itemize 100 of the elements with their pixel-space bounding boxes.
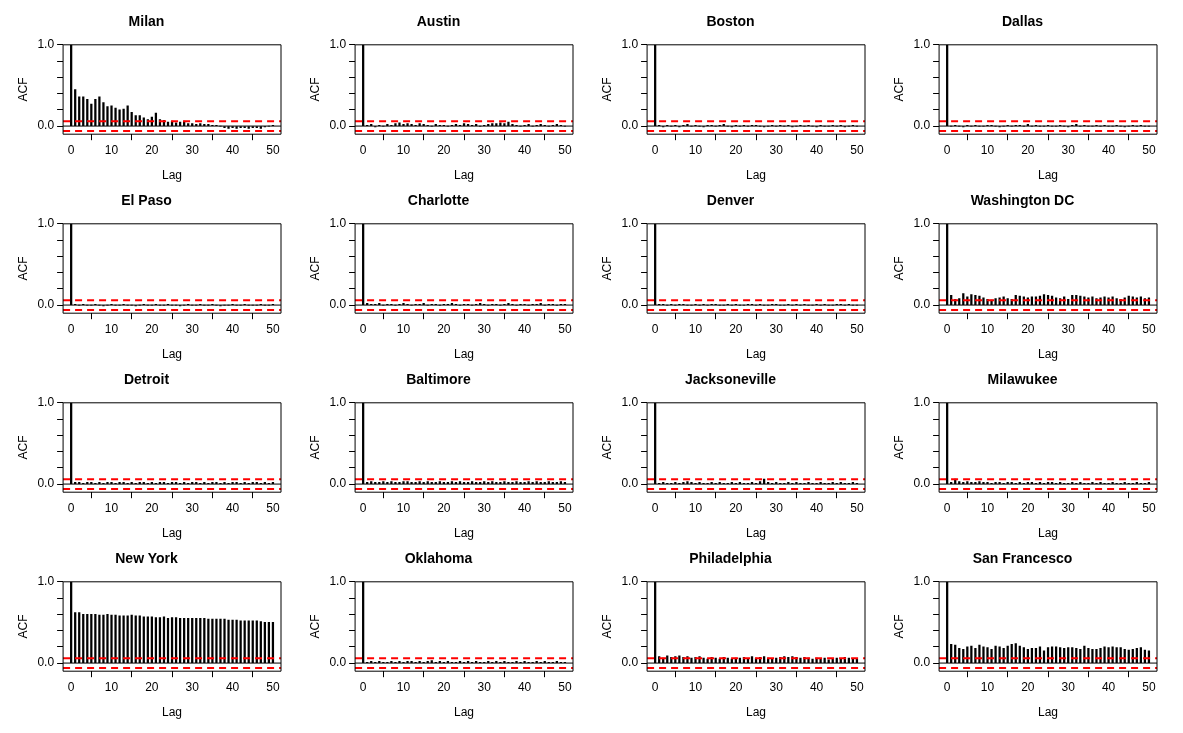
x-tick-label: 40 bbox=[517, 679, 532, 694]
y-tick-label: 1.0 bbox=[37, 216, 55, 231]
chart-title: Jacksoneville bbox=[684, 371, 777, 388]
y-tick-label: 1.0 bbox=[621, 37, 639, 52]
x-tick-label: 20 bbox=[145, 321, 159, 336]
y-tick-label: 0.0 bbox=[621, 476, 639, 491]
chart-title: New York bbox=[115, 550, 178, 567]
x-tick-label: 30 bbox=[185, 142, 200, 157]
chart-title: Dallas bbox=[1001, 13, 1044, 30]
x-tick-label: 30 bbox=[185, 500, 200, 515]
x-axis-title: Lag bbox=[746, 526, 767, 541]
x-tick-label: 30 bbox=[1061, 142, 1076, 157]
y-tick-label: 1.0 bbox=[621, 216, 639, 231]
chart-title: Boston bbox=[706, 13, 755, 30]
y-tick-label: 0.0 bbox=[37, 118, 55, 133]
y-axis-title: ACF bbox=[599, 77, 614, 102]
x-axis-title: Lag bbox=[454, 705, 475, 720]
x-tick-label: 50 bbox=[1142, 500, 1156, 515]
y-tick-label: 0.0 bbox=[621, 297, 639, 312]
x-tick-label: 0 bbox=[67, 321, 75, 336]
y-tick-label: 1.0 bbox=[621, 395, 639, 410]
y-axis-title: ACF bbox=[307, 77, 322, 102]
x-tick-label: 40 bbox=[225, 679, 240, 694]
chart-title: Philadelphia bbox=[689, 550, 772, 567]
x-tick-label: 40 bbox=[1101, 679, 1116, 694]
x-tick-label: 10 bbox=[104, 679, 119, 694]
chart-title: Austin bbox=[416, 13, 461, 30]
x-tick-label: 50 bbox=[558, 679, 572, 694]
y-tick-label: 0.0 bbox=[37, 655, 55, 670]
y-tick-label: 0.0 bbox=[329, 297, 347, 312]
y-tick-label: 0.0 bbox=[621, 118, 639, 133]
x-tick-label: 50 bbox=[850, 142, 864, 157]
x-tick-label: 40 bbox=[517, 321, 532, 336]
x-tick-label: 30 bbox=[1061, 321, 1076, 336]
chart-title: Milan bbox=[128, 13, 165, 30]
x-tick-label: 50 bbox=[558, 321, 572, 336]
y-tick-label: 1.0 bbox=[37, 37, 55, 52]
x-axis-title: Lag bbox=[746, 705, 767, 720]
x-tick-label: 40 bbox=[809, 142, 824, 157]
x-tick-label: 20 bbox=[1021, 679, 1035, 694]
x-tick-label: 40 bbox=[225, 321, 240, 336]
y-axis-title: ACF bbox=[891, 256, 906, 281]
y-tick-label: 1.0 bbox=[913, 574, 931, 589]
x-tick-label: 10 bbox=[980, 321, 995, 336]
x-axis-title: Lag bbox=[162, 526, 183, 541]
x-tick-label: 20 bbox=[437, 679, 451, 694]
x-axis-title: Lag bbox=[454, 347, 475, 362]
x-tick-label: 0 bbox=[359, 321, 367, 336]
x-axis-title: Lag bbox=[162, 705, 183, 720]
y-axis-title: ACF bbox=[599, 614, 614, 639]
y-tick-label: 0.0 bbox=[329, 476, 347, 491]
y-axis-title: ACF bbox=[15, 435, 30, 460]
x-axis-title: Lag bbox=[162, 168, 183, 183]
y-tick-label: 0.0 bbox=[329, 655, 347, 670]
x-tick-label: 10 bbox=[980, 500, 995, 515]
x-tick-label: 10 bbox=[688, 679, 703, 694]
y-axis-title: ACF bbox=[307, 256, 322, 281]
x-tick-label: 40 bbox=[517, 500, 532, 515]
y-tick-label: 1.0 bbox=[329, 574, 347, 589]
chart-title: San Francesco bbox=[972, 550, 1073, 567]
x-tick-label: 30 bbox=[477, 321, 492, 336]
x-tick-label: 20 bbox=[437, 500, 451, 515]
x-tick-label: 50 bbox=[266, 500, 280, 515]
x-tick-label: 10 bbox=[396, 142, 411, 157]
x-tick-label: 20 bbox=[729, 142, 743, 157]
x-tick-label: 20 bbox=[729, 500, 743, 515]
x-tick-label: 30 bbox=[477, 142, 492, 157]
x-tick-label: 0 bbox=[651, 679, 659, 694]
x-tick-label: 40 bbox=[809, 500, 824, 515]
chart-title: Charlotte bbox=[407, 192, 470, 209]
x-tick-label: 40 bbox=[1101, 142, 1116, 157]
chart-title: Washington DC bbox=[970, 192, 1075, 209]
x-tick-label: 20 bbox=[1021, 142, 1035, 157]
x-tick-label: 20 bbox=[145, 679, 159, 694]
y-tick-label: 1.0 bbox=[329, 395, 347, 410]
x-axis-title: Lag bbox=[1038, 705, 1059, 720]
x-tick-label: 50 bbox=[1142, 679, 1156, 694]
x-tick-label: 50 bbox=[266, 321, 280, 336]
x-tick-label: 10 bbox=[104, 500, 119, 515]
x-tick-label: 20 bbox=[729, 321, 743, 336]
y-tick-label: 1.0 bbox=[329, 216, 347, 231]
x-tick-label: 10 bbox=[104, 142, 119, 157]
y-tick-label: 0.0 bbox=[913, 118, 931, 133]
x-tick-label: 10 bbox=[396, 321, 411, 336]
chart-title: El Paso bbox=[121, 192, 172, 209]
x-axis-title: Lag bbox=[1038, 526, 1059, 541]
y-tick-label: 0.0 bbox=[913, 476, 931, 491]
x-tick-label: 0 bbox=[651, 142, 659, 157]
x-tick-label: 0 bbox=[943, 321, 951, 336]
y-axis-title: ACF bbox=[307, 435, 322, 460]
chart-title: Oklahoma bbox=[404, 550, 473, 567]
x-tick-label: 20 bbox=[437, 142, 451, 157]
x-tick-label: 30 bbox=[769, 321, 784, 336]
chart-title: Milawukee bbox=[987, 371, 1058, 388]
y-tick-label: 1.0 bbox=[913, 37, 931, 52]
y-axis-title: ACF bbox=[307, 614, 322, 639]
x-tick-label: 10 bbox=[688, 500, 703, 515]
x-tick-label: 30 bbox=[769, 142, 784, 157]
y-axis-title: ACF bbox=[891, 435, 906, 460]
x-tick-label: 20 bbox=[729, 679, 743, 694]
